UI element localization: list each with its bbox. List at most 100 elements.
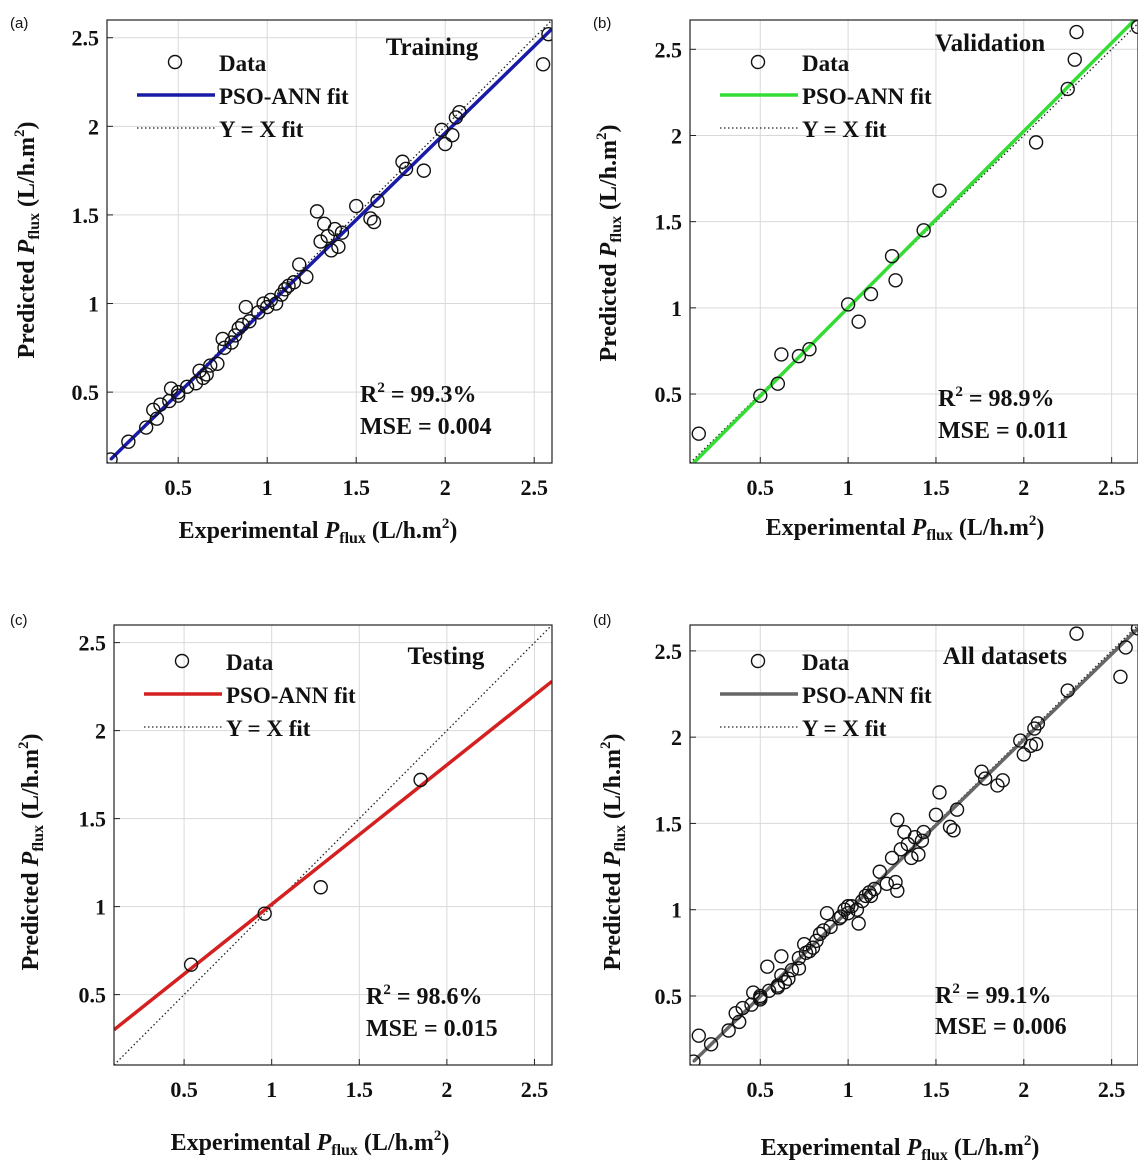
data-point xyxy=(977,771,993,786)
data-point xyxy=(416,163,432,178)
data-point xyxy=(1113,669,1128,684)
legend-data-marker xyxy=(167,54,183,70)
r2-symbol: R xyxy=(366,984,384,1010)
x-label-sup: 2 xyxy=(434,1128,442,1144)
r2-value: = 98.9% xyxy=(963,386,1055,412)
data-point xyxy=(812,926,828,942)
data-point xyxy=(217,340,232,356)
data-point xyxy=(1130,625,1138,636)
data-point xyxy=(832,911,847,926)
data-point xyxy=(753,388,768,403)
data-point xyxy=(840,905,856,921)
y-tick-label: 0.5 xyxy=(655,984,683,1009)
x-label-word: Experimental xyxy=(761,1135,907,1160)
data-point xyxy=(816,923,831,938)
y-label-word: Predicted xyxy=(596,257,622,361)
r2-annotation: R2 = 98.9% xyxy=(938,384,1055,412)
data-point xyxy=(324,243,339,258)
legend-data-label: Data xyxy=(226,650,274,675)
data-point xyxy=(904,850,919,866)
r2-annotation: R2 = 99.3% xyxy=(360,380,477,408)
x-label-unit: (L/h.m xyxy=(953,515,1029,541)
data-point xyxy=(858,888,873,904)
data-point xyxy=(690,1054,701,1065)
y-tick-label: 1.5 xyxy=(655,210,683,235)
x-label-sub: flux xyxy=(921,1147,948,1160)
data-point xyxy=(942,819,958,835)
legend-data-label: Data xyxy=(802,51,850,76)
data-point xyxy=(888,874,903,890)
x-tick-label: 1.5 xyxy=(922,1077,950,1102)
legend-yx-label: Y = X fit xyxy=(802,716,887,741)
legend-fit-label: PSO-ANN fit xyxy=(802,84,932,109)
x-tick-label: 2 xyxy=(1018,475,1029,500)
fit-line xyxy=(692,20,1136,463)
data-point xyxy=(286,275,302,290)
data-point xyxy=(851,314,866,329)
legend-data-marker xyxy=(750,653,766,669)
data-point xyxy=(398,161,414,177)
y-label-unit: (L/h.m xyxy=(600,749,626,825)
x-tick-label: 0.5 xyxy=(164,475,192,500)
r2-symbol: R xyxy=(938,386,956,412)
data-point xyxy=(309,204,325,219)
y-tick-label: 1 xyxy=(671,296,682,321)
data-point xyxy=(823,919,838,935)
r2-value: = 99.3% xyxy=(385,382,477,408)
data-layer xyxy=(690,625,1138,1065)
data-point xyxy=(153,397,168,412)
legend-fit-label: PSO-ANN fit xyxy=(802,683,932,708)
data-point xyxy=(867,881,882,897)
data-point xyxy=(777,974,793,990)
data-point xyxy=(299,269,314,285)
data-layer xyxy=(690,20,1138,463)
data-point xyxy=(802,943,817,959)
data-point xyxy=(784,962,800,978)
legend-fit-label: PSO-ANN fit xyxy=(226,683,356,708)
data-point xyxy=(1067,52,1082,67)
r2-annotation: R2 = 99.1% xyxy=(935,981,1052,1009)
y-tick-label: 0.5 xyxy=(72,380,100,405)
data-point xyxy=(277,282,293,297)
data-point xyxy=(691,426,706,441)
data-point xyxy=(851,916,866,931)
x-label-unit: (L/h.m xyxy=(948,1135,1024,1160)
mse-annotation: MSE = 0.015 xyxy=(366,1016,498,1042)
data-point xyxy=(203,358,218,373)
r2-superscript: 2 xyxy=(955,384,963,400)
y-axis-label-group: Predicted Pflux (L/h.m2) xyxy=(598,733,629,970)
data-point xyxy=(761,983,777,999)
data-layer xyxy=(107,20,552,463)
y-tick-label: 2 xyxy=(95,719,106,744)
r2-value: = 98.6% xyxy=(391,984,483,1010)
data-point xyxy=(907,830,923,845)
legend: Data PSO-ANN fit Y = X fit xyxy=(144,650,356,741)
y-axis-label: Predicted Pflux (L/h.m2) xyxy=(598,733,629,970)
data-point xyxy=(1028,736,1044,752)
x-label-close: ) xyxy=(449,518,457,544)
y-label-unit: (L/h.m xyxy=(14,137,40,213)
data-point xyxy=(791,348,807,364)
data-point xyxy=(179,379,195,395)
data-point xyxy=(224,335,239,350)
data-point xyxy=(242,314,257,329)
data-point xyxy=(541,26,552,42)
data-point xyxy=(884,850,900,866)
y-tick-label: 2 xyxy=(671,123,682,148)
y-label-word: Predicted xyxy=(14,254,40,358)
x-label-var: P xyxy=(316,1130,332,1156)
x-label-close: ) xyxy=(441,1130,449,1156)
data-point xyxy=(1016,747,1032,762)
data-point xyxy=(210,356,225,371)
legend-data-marker xyxy=(750,54,766,70)
panel-letter: (b) xyxy=(593,15,611,32)
axes-frame xyxy=(689,624,1138,1066)
y-axis-label-group: Predicted Pflux (L/h.m2) xyxy=(594,124,625,361)
data-point xyxy=(260,299,275,315)
legend: Data PSO-ANN fit Y = X fit xyxy=(720,51,932,142)
y-axis-label: Predicted Pflux (L/h.m2) xyxy=(594,124,625,361)
y-tick-label: 0.5 xyxy=(79,983,107,1008)
x-axis-label: Experimental Pflux (L/h.m2) xyxy=(171,1128,450,1159)
y-label-close: ) xyxy=(18,733,44,741)
data-point xyxy=(149,411,165,426)
